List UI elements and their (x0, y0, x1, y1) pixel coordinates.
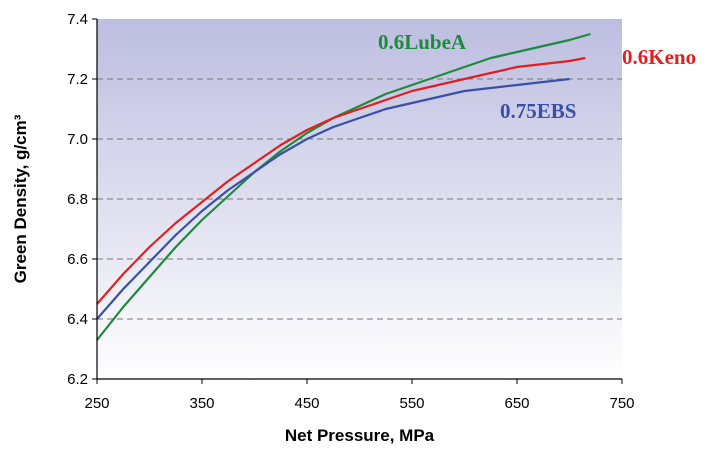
x-tick-label-4: 650 (504, 395, 529, 412)
y-tick-label-6: 7.4 (67, 11, 88, 28)
tick-labels: 6.2 6.4 6.6 6.8 7.0 7.2 7.4 250 350 450 550 650 750 (67, 11, 634, 412)
y-tick-label-0: 6.2 (67, 371, 88, 388)
y-tick-label-5: 7.2 (67, 71, 88, 88)
x-tick-label-5: 750 (609, 395, 634, 412)
y-axis-title: Green Density, g/cm³ (11, 114, 30, 283)
x-tick-label-3: 550 (399, 395, 424, 412)
y-tick-label-3: 6.8 (67, 191, 88, 208)
series-label-ebs: 0.75EBS (500, 99, 576, 123)
series-label-keno: 0.6Keno (622, 45, 696, 69)
series-lines (96, 32, 591, 341)
x-tick-label-2: 450 (294, 395, 319, 412)
y-tick-label-2: 6.6 (67, 251, 88, 268)
x-axis-title: Net Pressure, MPa (285, 426, 435, 445)
y-tick-label-1: 6.4 (67, 311, 88, 328)
y-tick-label-4: 7.0 (67, 131, 88, 148)
grid-lines (97, 78, 622, 320)
series-line-1 (96, 56, 586, 305)
x-tick-label-0: 250 (84, 395, 109, 412)
series-line-0 (96, 32, 591, 341)
series-label-lubea: 0.6LubeA (378, 30, 467, 54)
series-line-2 (96, 77, 570, 320)
x-tick-label-1: 350 (189, 395, 214, 412)
axes (92, 18, 623, 384)
